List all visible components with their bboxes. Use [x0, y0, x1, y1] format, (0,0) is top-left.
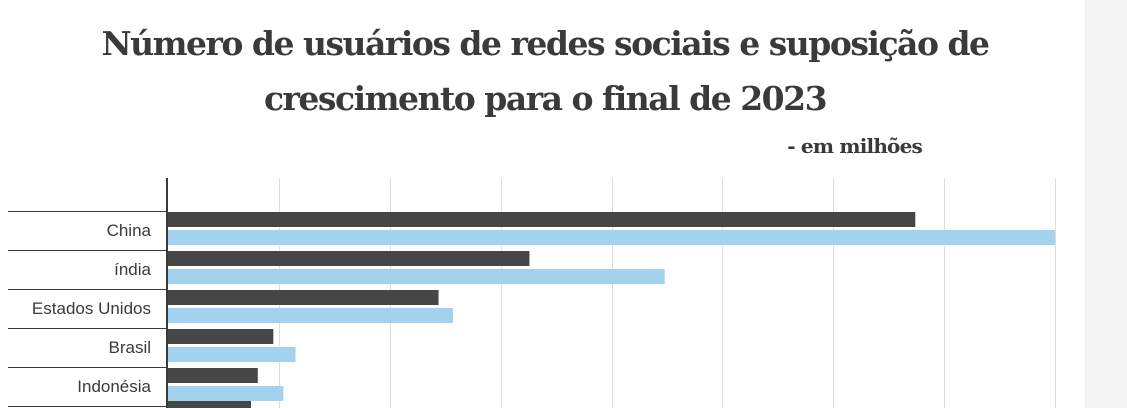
category-label: Brasil: [108, 338, 151, 357]
chart-title-line-1: Número de usuários de redes sociais e su…: [101, 24, 990, 63]
category-label: China: [107, 221, 152, 240]
chart-title-line-2: crescimento para o final de 2023: [263, 79, 828, 118]
bar-projection: [168, 386, 284, 401]
category-label: Indonésia: [77, 377, 151, 396]
chart-subtitle: - em milhões: [787, 134, 923, 158]
category-label: Estados Unidos: [32, 299, 151, 318]
bar-current: [168, 368, 258, 383]
bar-projection: [168, 308, 453, 323]
right-sidebar: [1085, 0, 1127, 408]
bar-current: [168, 251, 530, 266]
bar-projection: [168, 230, 1055, 245]
bar-chart: China índia Estados Unidos Brasil Indonésia: [8, 178, 1056, 408]
bar-current: [168, 329, 274, 344]
bar-current: [168, 290, 439, 305]
bar-cropped-row: [168, 400, 251, 408]
bar-current: [168, 212, 916, 227]
bar-projection: [168, 269, 665, 284]
category-label: índia: [114, 260, 151, 279]
bar-projection: [168, 347, 296, 362]
